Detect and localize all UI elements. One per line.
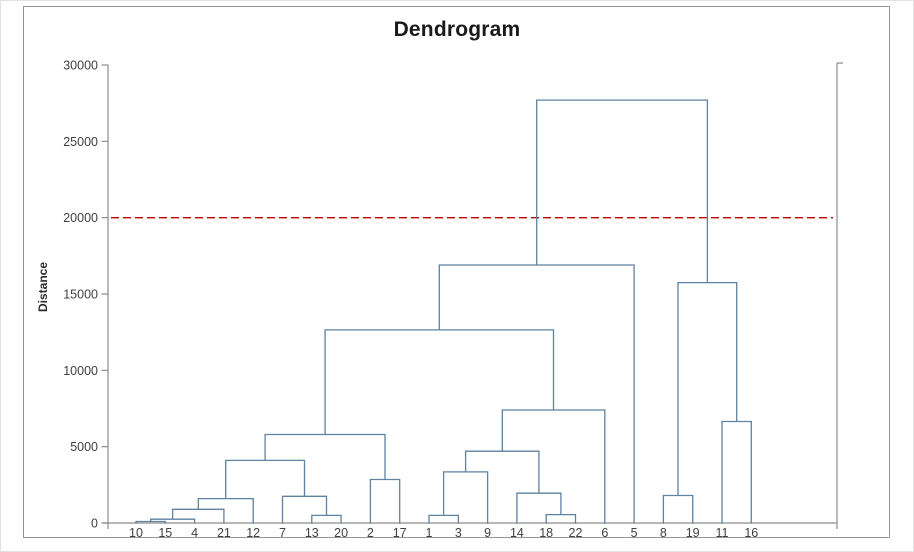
dendrogram-path: [135, 99, 752, 524]
leaf-label: 22: [569, 526, 583, 540]
leaf-label: 2: [367, 526, 374, 540]
y-tick-label: 25000: [63, 135, 98, 149]
y-tick-label: 30000: [63, 59, 98, 73]
leaf-label: 21: [217, 526, 231, 540]
leaf-label: 20: [334, 526, 348, 540]
y-tick-label: 0: [91, 517, 98, 531]
leaf-label: 14: [510, 526, 524, 540]
leaf-label: 5: [631, 526, 638, 540]
y-tick-label: 5000: [70, 440, 98, 454]
leaf-label: 13: [305, 526, 319, 540]
y-tick-label: 10000: [63, 364, 98, 378]
leaf-label: 8: [660, 526, 667, 540]
leaf-label: 15: [158, 526, 172, 540]
leaf-label: 11: [716, 526, 729, 540]
leaf-label: 18: [539, 526, 553, 540]
leaf-label: 3: [455, 526, 462, 540]
leaf-label: 1: [426, 526, 433, 540]
chart-frame: [23, 6, 890, 538]
y-tick-label: 15000: [63, 288, 98, 302]
leaf-label: 9: [484, 526, 491, 540]
leaf-label: 10: [129, 526, 143, 540]
chart-title: Dendrogram: [393, 18, 521, 41]
y-tick-label: 20000: [63, 211, 98, 225]
leaf-label: 4: [191, 526, 198, 540]
leaf-label: 12: [246, 526, 260, 540]
leaf-label: 7: [279, 526, 286, 540]
leaf-label: 17: [393, 526, 407, 540]
leaf-label: 16: [744, 526, 758, 540]
leaf-label: 19: [686, 526, 700, 540]
leaf-label: 6: [601, 526, 608, 540]
